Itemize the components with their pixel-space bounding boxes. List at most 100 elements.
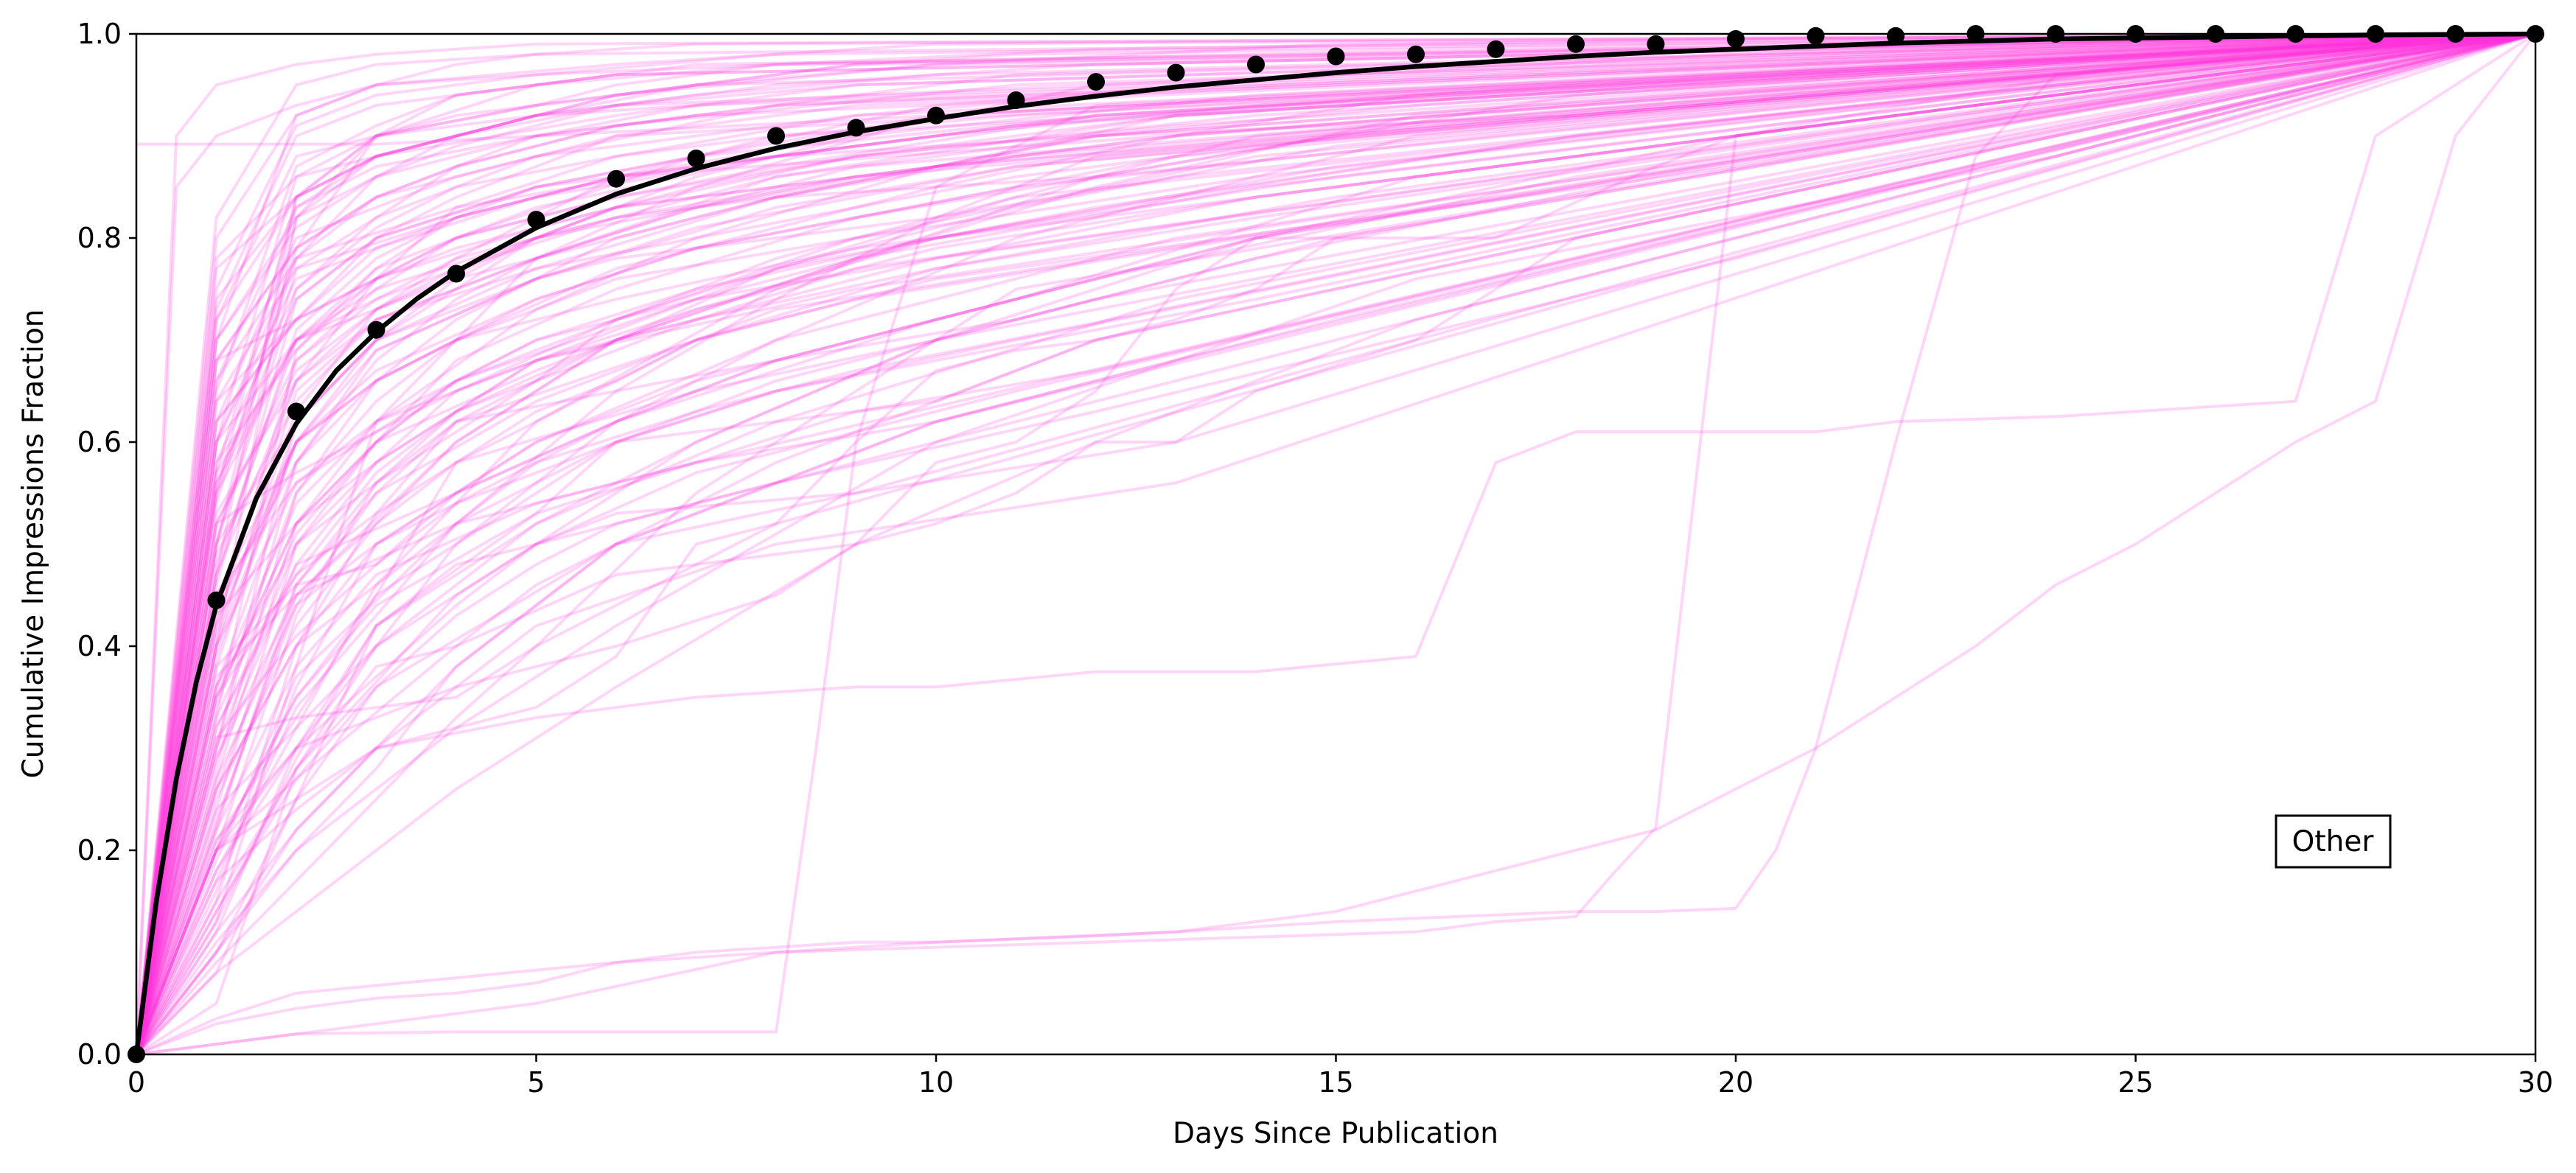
mean-point (1807, 27, 1825, 45)
series-line-74 (135, 32, 2536, 1055)
series-line-15 (135, 32, 2536, 1055)
mean-point (1167, 63, 1185, 82)
series-line-96 (135, 32, 2536, 1055)
series-line-7 (135, 32, 2536, 1055)
series-line-72 (135, 32, 2536, 1055)
series-line-116 (135, 32, 2536, 1055)
series-line-64 (135, 32, 2536, 1055)
series-line-61 (135, 32, 2536, 1055)
series-line-95 (135, 32, 2536, 1055)
series-line-60 (135, 32, 2536, 1055)
series-line-80 (135, 32, 2536, 1055)
series-line-108 (135, 32, 2536, 1055)
mean-point (847, 119, 865, 137)
series-line-27 (135, 32, 2536, 1055)
series-line-34 (135, 32, 2536, 1055)
series-line-49 (135, 32, 2536, 1056)
series-line-119 (135, 32, 2536, 1055)
series-line-51 (135, 32, 2536, 1055)
series-line-71 (135, 32, 2536, 1055)
series-line-9 (135, 32, 2536, 1055)
series-line-42 (135, 32, 2536, 1055)
series-line-124 (135, 32, 2536, 1055)
series-line-62 (135, 32, 2536, 1055)
series-line-91 (135, 32, 2536, 1055)
series-line-115 (135, 32, 2536, 1055)
mean-point (287, 402, 305, 421)
series-line-19 (135, 32, 2536, 1055)
mean-point (1087, 73, 1105, 91)
series-line-97 (135, 32, 2536, 1055)
series-line-73 (135, 32, 2536, 1055)
series-line-2 (135, 32, 2536, 1055)
mean-point (1487, 40, 1505, 58)
series-line-76 (135, 32, 2536, 1055)
series-line-113 (135, 32, 2536, 1056)
mean-point (1887, 27, 1905, 45)
x-tick-label: 15 (1318, 1066, 1353, 1099)
series-line-122 (135, 32, 2536, 1055)
series-line-88 (135, 32, 2536, 1056)
series-line-63 (135, 32, 2536, 1055)
series-line-13 (135, 32, 2536, 1055)
x-tick-label: 5 (527, 1066, 545, 1099)
series-line-123 (135, 32, 2536, 1055)
series-line-53 (135, 32, 2536, 1055)
series-line-98 (135, 32, 2536, 1055)
series-line-125 (135, 32, 2536, 1055)
series-line-67 (135, 32, 2536, 1055)
series-line-109 (135, 32, 2536, 1055)
series-line-107 (135, 32, 2536, 1055)
series-line-75 (135, 32, 2536, 1055)
series-line-57 (135, 32, 2536, 1055)
series-line-55 (135, 32, 2536, 1055)
series-line-105 (135, 32, 2536, 1055)
series-line-68 (135, 32, 2536, 1055)
series-line-22 (135, 32, 2536, 1055)
series-line-111 (135, 32, 2536, 1055)
series-line-38 (135, 32, 2536, 1055)
mean-point (927, 106, 945, 125)
series-line-50 (135, 32, 2536, 1055)
series-line-103 (135, 32, 2536, 1055)
annotation-box: Other (2275, 814, 2392, 869)
series-line-102 (135, 32, 2536, 1055)
series-line-45 (135, 32, 2536, 1055)
series-line-83 (135, 32, 2536, 1055)
series-line-87 (135, 32, 2536, 1055)
x-tick-label: 20 (1718, 1066, 1753, 1099)
x-tick-label: 25 (2118, 1066, 2153, 1099)
series-line-33 (135, 32, 2536, 1055)
series-line-18 (135, 32, 2536, 1055)
series-line-136 (135, 32, 2536, 1055)
series-line-118 (135, 32, 2536, 1056)
series-line-93 (135, 32, 2536, 1055)
series-line-24 (135, 32, 2536, 1055)
series-line-90 (135, 32, 2536, 1055)
series-line-104 (135, 32, 2536, 1055)
x-tick-label: 10 (918, 1066, 954, 1099)
series-line-132 (136, 32, 2536, 1056)
series-line-92 (135, 32, 2536, 1055)
mean-point (527, 211, 545, 229)
series-line-10 (135, 32, 2536, 1055)
mean-point (1247, 55, 1265, 74)
series-line-11 (135, 32, 2536, 1056)
mean-point (1407, 45, 1425, 63)
series-line-37 (135, 32, 2536, 1055)
series-line-69 (135, 32, 2536, 1055)
mean-point (367, 321, 385, 339)
series-line-128 (136, 32, 2536, 146)
series-line-23 (135, 32, 2536, 1055)
series-line-29 (135, 32, 2536, 1055)
series-line-36 (135, 32, 2536, 1055)
mean-point (1327, 47, 1345, 66)
series-line-99 (135, 32, 2536, 1055)
series-line-6 (135, 32, 2536, 1055)
series-line-78 (135, 32, 2536, 1055)
series-line-25 (135, 32, 2536, 1055)
y-tick-label: 0.0 (77, 1038, 122, 1071)
y-tick-label: 0.8 (77, 222, 122, 254)
mean-point (1567, 35, 1585, 53)
series-line-59 (135, 32, 2536, 1055)
